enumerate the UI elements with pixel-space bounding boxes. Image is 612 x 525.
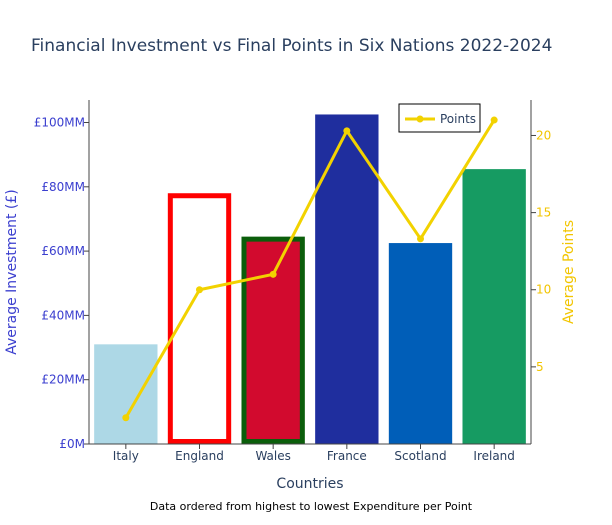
y-tick-label-right: 20 <box>536 128 551 142</box>
points-marker-england[interactable] <box>196 286 203 294</box>
y-axis-title-right: Average Points <box>561 220 577 324</box>
points-marker-scotland[interactable] <box>417 235 424 243</box>
y-tick-label-right: 5 <box>536 360 544 374</box>
y-tick-label-left: £100MM <box>34 116 85 130</box>
x-tick-label-italy: Italy <box>113 449 139 463</box>
y-tick-label-left: £60MM <box>41 244 85 258</box>
points-marker-ireland[interactable] <box>490 116 498 124</box>
x-tick-label-ireland: Ireland <box>473 449 515 463</box>
bar-england[interactable] <box>167 193 232 444</box>
y-tick-label-left: £40MM <box>41 308 85 322</box>
bar-ireland[interactable] <box>462 169 526 444</box>
points-line[interactable] <box>124 119 496 419</box>
axes-layer: £0M £20MM £40MM £60MM £80MM £100MM 5 10 15 20 Ital… <box>34 100 551 463</box>
y-tick-label-left: £20MM <box>41 373 85 387</box>
bar-wales[interactable] <box>241 236 305 444</box>
x-tick-label-france: France <box>327 449 367 463</box>
x-tick-label-wales: Wales <box>255 449 290 463</box>
x-tick-label-scotland: Scotland <box>394 449 446 463</box>
bar-scotland[interactable] <box>388 243 453 444</box>
legend[interactable]: Points <box>398 103 481 133</box>
y-axis-title-left: Average Investment (£) <box>4 189 20 355</box>
y-tick-label-right: 15 <box>536 206 551 220</box>
legend-marker-swatch <box>416 115 424 123</box>
points-line-layer <box>122 116 498 422</box>
y-tick-label-right: 10 <box>536 283 551 297</box>
y-tick-label-left: £0M <box>59 437 85 451</box>
x-axis-title: Countries <box>276 476 343 492</box>
points-marker-wales[interactable] <box>269 270 277 278</box>
bars-layer <box>94 114 526 445</box>
points-marker-italy[interactable] <box>122 414 130 422</box>
chart-title: Financial Investment vs Final Points in … <box>31 36 552 56</box>
bar-italy[interactable] <box>94 344 158 444</box>
legend-label-points: Points <box>440 112 476 126</box>
x-tick-label-england: England <box>175 449 224 463</box>
points-marker-france[interactable] <box>343 127 351 135</box>
y-tick-label-left: £80MM <box>41 180 85 194</box>
chart-footnote: Data ordered from highest to lowest Expe… <box>150 500 473 513</box>
